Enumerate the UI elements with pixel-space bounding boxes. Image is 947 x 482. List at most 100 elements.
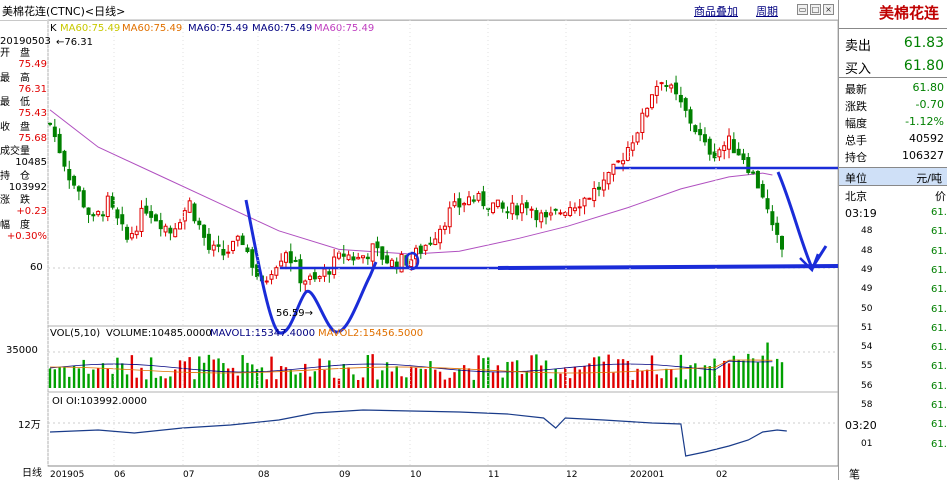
- tick-time: 50: [861, 303, 873, 314]
- candle-body: [645, 107, 650, 117]
- volume-bar: [154, 377, 158, 388]
- volume-bar: [453, 372, 456, 388]
- volume-bar: [747, 353, 750, 388]
- volume-bar: [718, 375, 721, 388]
- candle-body: [91, 214, 96, 217]
- volume-bar: [400, 376, 403, 388]
- volume-bar: [174, 369, 177, 388]
- volume-bar: [689, 365, 692, 388]
- volume-bar: [116, 357, 119, 388]
- info-label: 涨 跌: [0, 195, 30, 206]
- volume-bar: [212, 359, 215, 388]
- volume-bar: [535, 354, 538, 388]
- candle-body: [293, 259, 298, 262]
- volume-bar: [434, 369, 437, 388]
- top-bar: 美棉花连(CTNC)<日线> 商品叠加 周期 ▭ □ ×: [0, 0, 838, 21]
- candle-body: [129, 233, 134, 239]
- candle-body: [86, 207, 91, 215]
- tick-time: 48: [861, 226, 873, 237]
- oi-axis-label: 12万: [18, 420, 41, 431]
- volume-bar: [703, 365, 707, 388]
- restore-icon[interactable]: ▭: [797, 4, 808, 15]
- candle-body: [592, 188, 597, 202]
- candle-body: [361, 255, 366, 259]
- info-value: 76.31: [18, 83, 47, 95]
- volume-bar: [631, 379, 634, 388]
- candle-body: [250, 249, 255, 268]
- location-right: 价: [935, 190, 946, 203]
- volume-bar: [313, 371, 317, 388]
- volume-bar: [761, 355, 764, 388]
- tick-time: 51: [861, 322, 873, 333]
- candle-body: [736, 148, 741, 156]
- candle-body: [731, 139, 736, 154]
- close-icon[interactable]: ×: [823, 4, 834, 15]
- candle-body: [712, 151, 717, 159]
- candle-body: [72, 175, 77, 186]
- candle-body: [688, 109, 693, 124]
- volume-bar: [405, 377, 408, 388]
- tick-price: 61.: [931, 264, 947, 276]
- candle-body: [62, 150, 67, 167]
- volume-bar: [737, 359, 740, 388]
- candle-body: [399, 253, 404, 273]
- volume-bar: [68, 376, 71, 388]
- tick-price: 61.: [931, 207, 947, 218]
- period-link[interactable]: 周期: [756, 5, 778, 18]
- volume-bar: [727, 363, 731, 388]
- volume-bar: [236, 375, 240, 388]
- tick-time: 03:19: [845, 207, 877, 220]
- candle-body: [264, 280, 269, 283]
- info-label: 最 高: [0, 72, 30, 84]
- volume-bar: [742, 360, 745, 388]
- tick-price: 61.: [931, 284, 947, 296]
- volume-bar: [559, 373, 562, 388]
- circle-mark: [404, 251, 420, 271]
- volume-bar: [121, 363, 124, 388]
- volume-bar: [429, 361, 432, 388]
- candle-body: [308, 275, 313, 280]
- candle-body: [322, 268, 327, 277]
- candle-body: [115, 209, 120, 219]
- volume-bar: [130, 355, 134, 388]
- candle-body: [558, 212, 563, 215]
- candle-body: [717, 149, 722, 158]
- volume-bar: [496, 365, 500, 388]
- volume-bar: [279, 366, 283, 388]
- ma-prefix: K: [50, 23, 57, 34]
- ma60-line: [49, 109, 773, 255]
- candle-body: [125, 226, 130, 240]
- volume-bar: [183, 361, 187, 388]
- ma-legend-5: MA60:75.49: [314, 23, 374, 34]
- volume-bar: [424, 369, 427, 388]
- volume-bar: [149, 357, 153, 388]
- volume-bar: [597, 356, 601, 388]
- info-label: 持 仓: [0, 170, 30, 182]
- candle-body: [202, 224, 207, 238]
- candle-body: [524, 202, 529, 209]
- volume-bar: [72, 365, 76, 388]
- tick-time: 58: [861, 400, 873, 410]
- overlay-commodity-link[interactable]: 商品叠加: [694, 5, 738, 18]
- candle-body: [702, 134, 707, 143]
- candle-body: [674, 82, 679, 95]
- candle-body: [539, 212, 544, 223]
- candle-body: [365, 256, 370, 260]
- vol-legend-volume: VOLUME:10485.0000: [106, 328, 212, 339]
- volume-bar: [337, 378, 341, 388]
- chart-canvas[interactable]: K MA60:75.49 MA60:75.49 MA60:75.49 MA60:…: [0, 0, 838, 480]
- maximize-icon[interactable]: □: [810, 4, 821, 15]
- candle-body: [303, 280, 308, 285]
- candle-body: [235, 235, 240, 241]
- candle-body: [462, 202, 467, 206]
- candle-body: [572, 207, 577, 212]
- volume-bar: [549, 378, 553, 388]
- volume-bar: [101, 363, 105, 388]
- info-label: 开 盘: [0, 48, 30, 59]
- volume-bar: [77, 368, 81, 388]
- volume-bar: [626, 360, 630, 388]
- x-tick-label: 10: [410, 470, 422, 480]
- volume-bar: [617, 359, 620, 388]
- volume-bar: [511, 361, 514, 388]
- ma-legend-1: MA60:75.49: [60, 23, 120, 34]
